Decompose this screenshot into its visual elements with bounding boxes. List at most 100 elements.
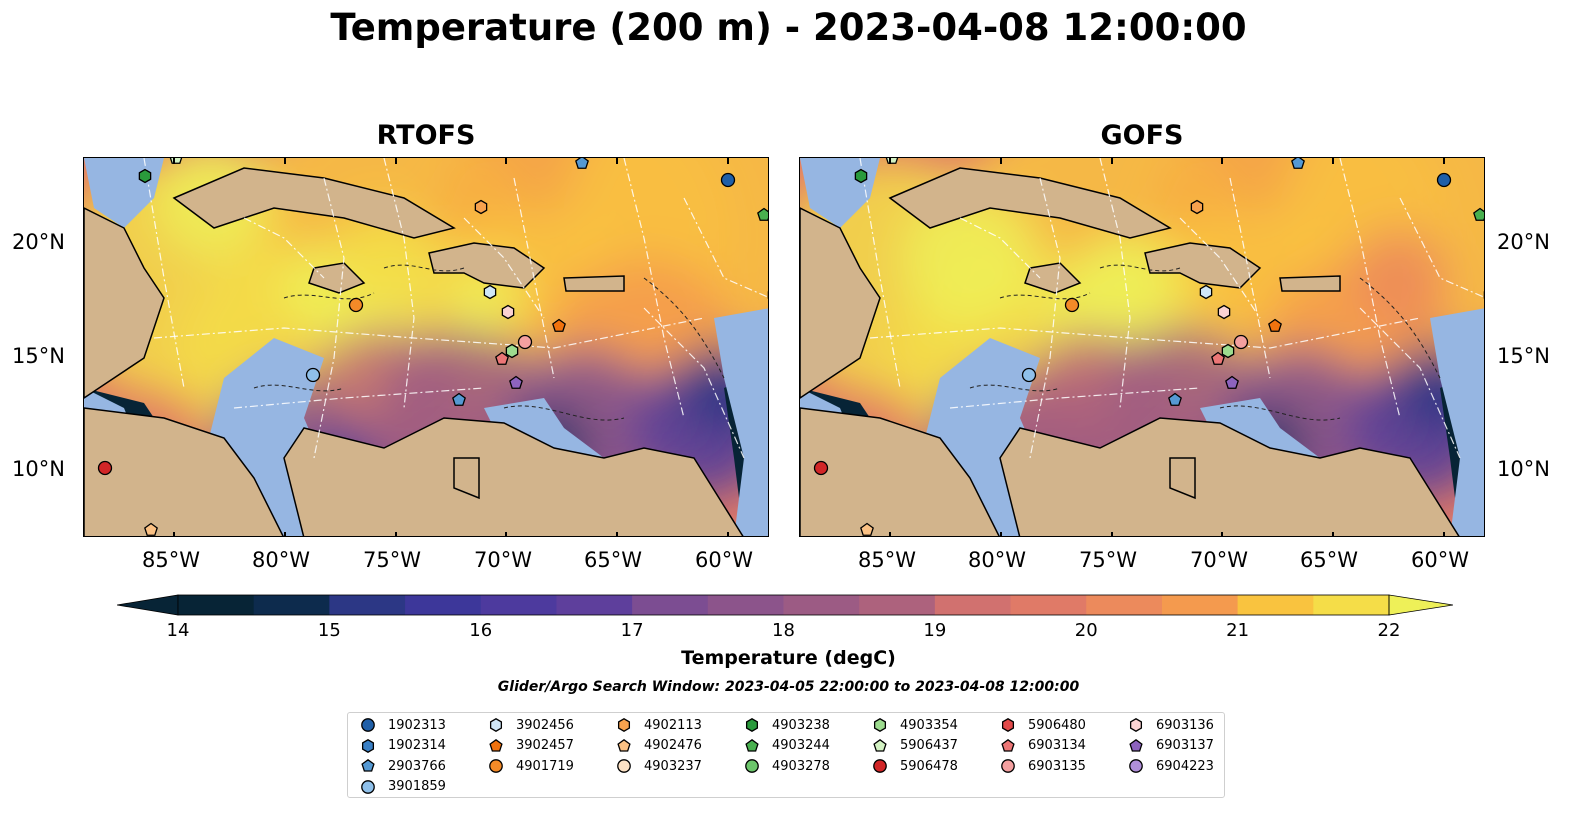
gofs-float-marker[interactable]	[1291, 158, 1305, 169]
rtofs-float-marker[interactable]	[495, 351, 509, 365]
gofs-land	[800, 207, 881, 399]
colorbar-tick-label: 20	[1074, 620, 1098, 641]
rtofs-eez-boundary	[643, 307, 745, 459]
legend-item: 4903237	[616, 756, 702, 776]
rtofs-float-marker[interactable]	[138, 168, 152, 184]
rtofs-float-marker[interactable]	[144, 522, 158, 536]
rtofs-float-marker[interactable]	[305, 367, 321, 383]
legend-item: 4903238	[744, 715, 830, 735]
rtofs-eez-boundary	[383, 158, 415, 409]
rtofs-float-marker[interactable]	[452, 392, 466, 406]
gofs-float-marker[interactable]	[1199, 284, 1213, 300]
gofs-float-marker[interactable]	[1233, 334, 1249, 350]
colorbar-swatch	[556, 595, 633, 615]
lon-label-60w-right: 60°W	[1411, 548, 1469, 572]
rtofs-eez-boundary	[243, 217, 325, 279]
legend-item: 4903244	[744, 736, 830, 756]
rtofs-eez-boundary	[153, 317, 705, 349]
legend-item: 2903766	[360, 756, 446, 776]
legend-label: 5906437	[900, 738, 958, 753]
rtofs-float-marker[interactable]	[483, 284, 497, 300]
gofs-land	[999, 417, 1460, 536]
rtofs-float-marker[interactable]	[474, 199, 488, 215]
gofs-float-marker[interactable]	[1225, 375, 1239, 389]
legend-label: 5906480	[1028, 717, 1086, 733]
rtofs-float-marker[interactable]	[720, 172, 736, 188]
gofs-float-marker[interactable]	[885, 158, 899, 164]
gofs-float-marker[interactable]	[860, 522, 874, 536]
map-gofs[interactable]	[799, 157, 1485, 537]
gofs-isobath-contour	[969, 384, 1061, 392]
rtofs-isobath-contour	[253, 384, 345, 392]
map-rtofs[interactable]	[83, 157, 769, 537]
legend-marker-icon	[1001, 718, 1015, 732]
colorbar-tick-label: 19	[923, 620, 947, 641]
rtofs-float-marker[interactable]	[97, 460, 113, 476]
legend-item: 5906478	[872, 756, 958, 776]
rtofs-float-marker[interactable]	[509, 375, 523, 389]
legend-label: 4903238	[772, 717, 830, 733]
gofs-float-marker[interactable]	[1268, 318, 1282, 332]
rtofs-float-marker[interactable]	[501, 304, 515, 320]
rtofs-float-marker[interactable]	[552, 318, 566, 332]
gofs-float-marker[interactable]	[1190, 199, 1204, 215]
gofs-float-marker[interactable]	[1483, 289, 1485, 302]
legend-label: 4902476	[644, 738, 702, 753]
rtofs-land	[563, 275, 625, 292]
lon-label-75w: 75°W	[363, 548, 421, 572]
gofs-float-marker[interactable]	[1168, 392, 1182, 406]
gofs-float-marker[interactable]	[813, 460, 829, 476]
lon-label-65w-right: 65°W	[1300, 548, 1358, 572]
colorbar-swatch	[178, 595, 255, 615]
gofs-float-marker[interactable]	[1064, 297, 1080, 313]
rtofs-float-marker[interactable]	[348, 297, 364, 313]
rtofs-eez-boundary	[513, 177, 555, 379]
legend-item: 4901719	[488, 756, 574, 776]
colorbar-tick-label: 16	[469, 620, 493, 641]
gofs-float-marker[interactable]	[1221, 343, 1235, 359]
gofs-float-marker[interactable]	[1021, 367, 1037, 383]
rtofs-eez-boundary	[233, 387, 485, 409]
gofs-float-marker[interactable]	[1217, 304, 1231, 320]
rtofs-float-marker[interactable]	[767, 289, 769, 302]
lat-label-15n: 15°N	[12, 344, 65, 368]
colorbar-tick-label: 22	[1377, 620, 1401, 641]
legend-marker-icon	[1129, 718, 1143, 732]
gofs-float-marker[interactable]	[1436, 172, 1452, 188]
colorbar-swatch	[934, 595, 1012, 615]
legend-marker-icon	[361, 758, 375, 772]
colorbar-swatch	[1237, 595, 1314, 615]
gofs-float-marker[interactable]	[854, 168, 868, 184]
gofs-float-marker[interactable]	[1211, 351, 1225, 365]
rtofs-eez-boundary	[313, 177, 345, 459]
legend-label: 4902113	[644, 717, 702, 733]
gofs-eez-boundary	[859, 158, 901, 389]
gofs-float-marker[interactable]	[1473, 207, 1485, 221]
legend-marker-icon	[489, 738, 503, 752]
gofs-eez-boundary	[959, 217, 1041, 279]
lon-label-60w: 60°W	[695, 548, 753, 572]
legend-label: 4903237	[644, 758, 702, 774]
gofs-shallow-water	[1430, 308, 1484, 536]
rtofs-float-marker[interactable]	[169, 158, 183, 164]
colorbar-tick-label: 17	[620, 620, 644, 641]
search-window-text: Glider/Argo Search Window: 2023-04-05 22…	[497, 679, 1080, 695]
legend-label: 4903278	[772, 758, 830, 774]
rtofs-float-marker[interactable]	[517, 334, 533, 350]
colorbar-tick-label: 15	[317, 620, 341, 641]
rtofs-float-marker[interactable]	[575, 158, 589, 169]
legend-label: 3901859	[388, 779, 446, 794]
legend-marker-icon	[1001, 738, 1015, 752]
legend-marker-icon	[745, 738, 759, 752]
rtofs-shallow-water	[714, 308, 768, 536]
legend-label: 2903766	[388, 758, 446, 774]
legend-marker-icon	[617, 759, 631, 773]
legend-marker-icon	[1129, 738, 1143, 752]
legend-label: 6903136	[1156, 717, 1214, 733]
gofs-eez-boundary	[1359, 307, 1461, 459]
legend-item: 6903135	[1000, 756, 1086, 776]
rtofs-float-marker[interactable]	[757, 207, 769, 221]
rtofs-land	[283, 417, 744, 536]
rtofs-float-marker[interactable]	[505, 343, 519, 359]
gofs-eez-boundary	[1099, 158, 1131, 409]
